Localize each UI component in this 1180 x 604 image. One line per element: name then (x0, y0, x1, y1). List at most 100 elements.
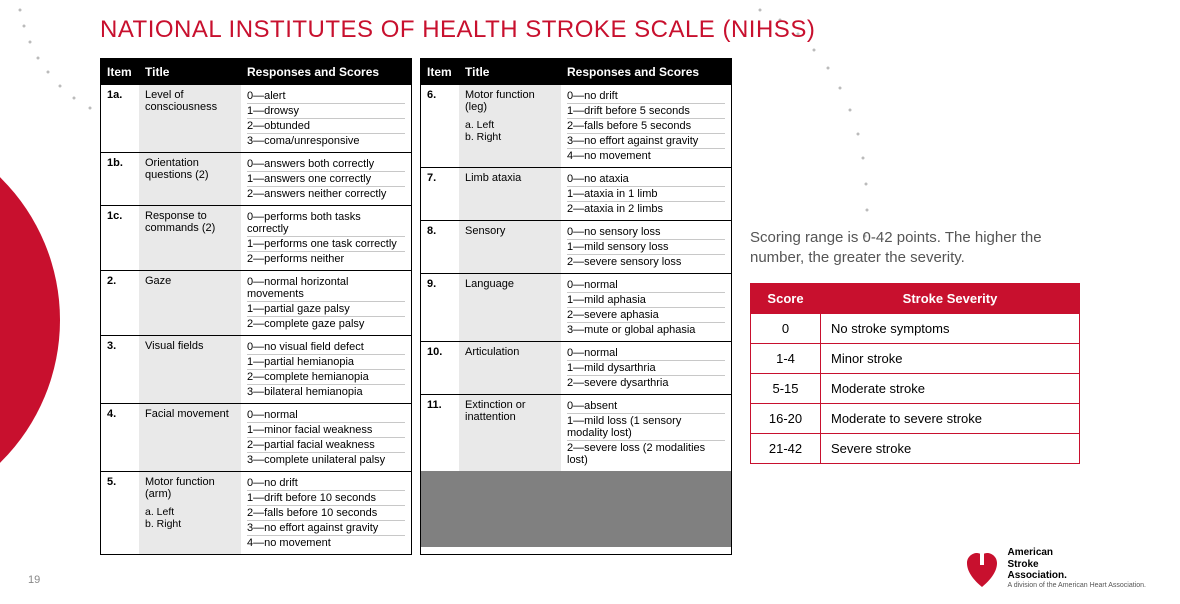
cell-title: Response to commands (2) (139, 206, 241, 271)
response-line: 1—ataxia in 1 limb (567, 186, 725, 201)
cell-title: Orientation questions (2) (139, 153, 241, 206)
page-title: NATIONAL INSTITUTES OF HEALTH STROKE SCA… (100, 16, 1150, 44)
response-line: 1—drift before 10 seconds (247, 490, 405, 505)
nihss-table-left: Item Title Responses and Scores 1a.Level… (100, 58, 412, 555)
response-line: 3—no effort against gravity (567, 133, 725, 148)
response-line: 0—normal horizontal movements (247, 275, 405, 301)
response-line: 3—coma/unresponsive (247, 133, 405, 148)
cell-title: Gaze (139, 271, 241, 336)
response-line: 0—alert (247, 89, 405, 103)
cell-responses: 0—normal1—minor facial weakness2—partial… (241, 404, 411, 472)
table-row: 2.Gaze0—normal horizontal movements1—par… (101, 271, 411, 336)
cell-item: 5. (101, 472, 139, 555)
cell-title: Motor function (arm)a. Leftb. Right (139, 472, 241, 555)
col-header-title: Title (459, 59, 561, 85)
cell-responses: 0—normal1—mild aphasia2—severe aphasia3—… (561, 274, 731, 342)
response-line: 1—partial hemianopia (247, 354, 405, 369)
response-line: 2—complete hemianopia (247, 369, 405, 384)
cell-title: Facial movement (139, 404, 241, 472)
cell-responses: 0—no visual field defect1—partial hemian… (241, 336, 411, 404)
severity-label: No stroke symptoms (821, 313, 1080, 343)
logo-line-2: Stroke (1007, 559, 1146, 571)
cell-responses: 0—no sensory loss1—mild sensory loss2—se… (561, 221, 731, 274)
table-row: 11.Extinction or inattention0—absent1—mi… (421, 395, 731, 472)
table-row: 3.Visual fields0—no visual field defect1… (101, 336, 411, 404)
response-line: 1—mild sensory loss (567, 239, 725, 254)
cell-item: 6. (421, 85, 459, 168)
response-line: 0—normal (567, 346, 725, 360)
response-line: 3—bilateral hemianopia (247, 384, 405, 399)
severity-row: 0No stroke symptoms (751, 313, 1080, 343)
severity-row: 5-15Moderate stroke (751, 373, 1080, 403)
cell-title: Sensory (459, 221, 561, 274)
severity-row: 1-4Minor stroke (751, 343, 1080, 373)
col-header-title: Title (139, 59, 241, 85)
cell-title: Level of consciousness (139, 85, 241, 153)
table-row: 1c.Response to commands (2)0—performs bo… (101, 206, 411, 271)
severity-score: 16-20 (751, 403, 821, 433)
cell-subtitle: a. Leftb. Right (145, 500, 235, 530)
response-line: 1—answers one correctly (247, 171, 405, 186)
severity-score: 5-15 (751, 373, 821, 403)
severity-label: Minor stroke (821, 343, 1080, 373)
cell-responses: 0—normal1—mild dysarthria2—severe dysart… (561, 342, 731, 395)
cell-item: 3. (101, 336, 139, 404)
response-line: 0—no ataxia (567, 172, 725, 186)
response-line: 2—severe loss (2 modalities lost) (567, 440, 725, 467)
response-line: 1—performs one task correctly (247, 236, 405, 251)
col-header-item: Item (421, 59, 459, 85)
col-header-responses: Responses and Scores (241, 59, 411, 85)
cell-subtitle: a. Leftb. Right (465, 113, 555, 143)
response-line: 4—no movement (567, 148, 725, 163)
table-row: 8.Sensory0—no sensory loss1—mild sensory… (421, 221, 731, 274)
response-line: 2—severe dysarthria (567, 375, 725, 390)
cell-responses: 0—normal horizontal movements1—partial g… (241, 271, 411, 336)
severity-score: 0 (751, 313, 821, 343)
table-row: 1b.Orientation questions (2)0—answers bo… (101, 153, 411, 206)
cell-title: Extinction or inattention (459, 395, 561, 472)
cell-responses: 0—performs both tasks correctly1—perform… (241, 206, 411, 271)
severity-table: Score Stroke Severity 0No stroke symptom… (750, 283, 1080, 464)
response-line: 0—no sensory loss (567, 225, 725, 239)
cell-responses: 0—alert1—drowsy2—obtunded3—coma/unrespon… (241, 85, 411, 153)
table-row: 4.Facial movement0—normal1—minor facial … (101, 404, 411, 472)
col-header-responses: Responses and Scores (561, 59, 731, 85)
response-line: 1—drowsy (247, 103, 405, 118)
table-row: 6.Motor function (leg)a. Leftb. Right0—n… (421, 85, 731, 168)
logo-sub: A division of the American Heart Associa… (1007, 582, 1146, 590)
severity-label: Moderate stroke (821, 373, 1080, 403)
response-line: 0—absent (567, 399, 725, 413)
response-line: 2—ataxia in 2 limbs (567, 201, 725, 216)
response-line: 3—no effort against gravity (247, 520, 405, 535)
cell-responses: 0—no ataxia1—ataxia in 1 limb2—ataxia in… (561, 168, 731, 221)
response-line: 2—falls before 10 seconds (247, 505, 405, 520)
logo-line-3: Association. (1007, 570, 1146, 582)
response-line: 1—drift before 5 seconds (567, 103, 725, 118)
response-line: 3—complete unilateral palsy (247, 452, 405, 467)
logo-line-1: American (1007, 547, 1146, 559)
severity-row: 21-42Severe stroke (751, 433, 1080, 463)
sev-header-score: Score (751, 283, 821, 313)
response-line: 2—falls before 5 seconds (567, 118, 725, 133)
response-line: 2—complete gaze palsy (247, 316, 405, 331)
response-line: 2—severe sensory loss (567, 254, 725, 269)
response-line: 2—answers neither correctly (247, 186, 405, 201)
cell-item: 1a. (101, 85, 139, 153)
response-line: 1—mild loss (1 sensory modality lost) (567, 413, 725, 440)
heart-torch-icon (965, 549, 999, 589)
table-row: 7.Limb ataxia0—no ataxia1—ataxia in 1 li… (421, 168, 731, 221)
cell-item: 10. (421, 342, 459, 395)
response-line: 1—mild aphasia (567, 292, 725, 307)
response-line: 0—answers both correctly (247, 157, 405, 171)
cell-responses: 0—answers both correctly1—answers one co… (241, 153, 411, 206)
cell-responses: 0—no drift1—drift before 5 seconds2—fall… (561, 85, 731, 168)
cell-title: Motor function (leg)a. Leftb. Right (459, 85, 561, 168)
scoring-note: Scoring range is 0-42 points. The higher… (750, 228, 1080, 269)
cell-title: Limb ataxia (459, 168, 561, 221)
cell-title: Language (459, 274, 561, 342)
response-line: 3—mute or global aphasia (567, 322, 725, 337)
response-line: 2—severe aphasia (567, 307, 725, 322)
response-line: 2—obtunded (247, 118, 405, 133)
cell-item: 2. (101, 271, 139, 336)
response-line: 0—performs both tasks correctly (247, 210, 405, 236)
